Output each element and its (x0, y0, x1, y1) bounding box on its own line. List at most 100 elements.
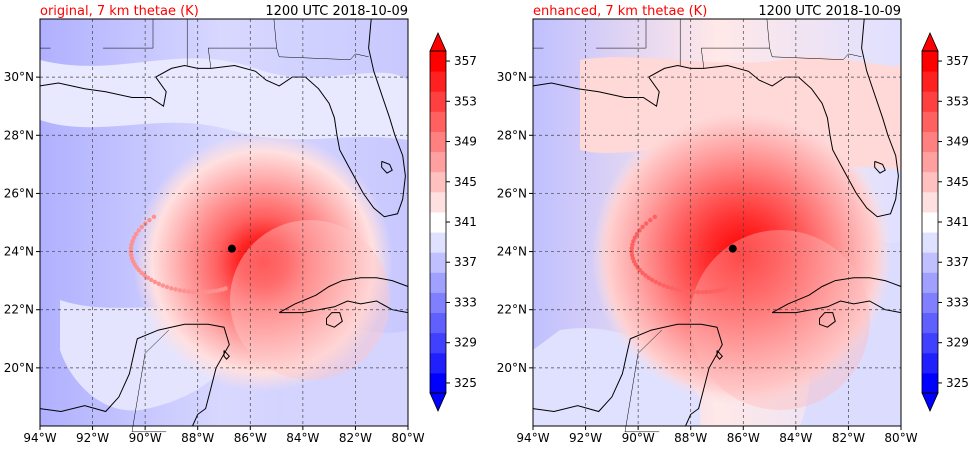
x-tick-label: 90°W (622, 431, 655, 445)
map-panel-enhanced: enhanced, 7 km thetae (K) 1200 UTC 2018-… (497, 4, 969, 445)
colorbar-tick-label: 345 (454, 175, 477, 189)
y-tick-label: 28°N (4, 128, 34, 142)
colorbar-segment (922, 131, 938, 153)
colorbar-segment (430, 312, 446, 334)
colorbar: 325 329 333 337 341 345 349 353 357 (429, 32, 477, 412)
colorbar-segment (430, 252, 446, 273)
colorbar-tick-label: 325 (454, 376, 477, 390)
x-tick-label: 90°W (129, 431, 162, 445)
colorbar: 325 329 333 337 341 345 349 353 357 (921, 32, 969, 412)
y-tick-label: 30°N (497, 70, 527, 84)
colorbar-extend-max (921, 32, 939, 52)
map-panel-original: original, 7 km thetae (K) 1200 UTC 2018-… (4, 4, 477, 445)
colorbar-segment (430, 272, 446, 293)
colorbar-segment (922, 51, 938, 72)
x-tick-label: 84°W (779, 431, 812, 445)
y-tick-label: 30°N (4, 70, 34, 84)
colorbar-segment (430, 171, 446, 193)
coastlines (532, 18, 902, 427)
y-tick-label: 24°N (497, 245, 527, 259)
x-tick-label: 88°W (181, 431, 214, 445)
colorbar-segment (430, 191, 446, 213)
colorbar-segment (430, 151, 446, 173)
y-tick-label: 20°N (497, 361, 527, 375)
panel-title: original, 7 km thetae (K) (40, 4, 199, 19)
y-tick-label: 20°N (4, 361, 34, 375)
colorbar-segment (430, 131, 446, 153)
map-field (40, 19, 408, 426)
colorbar-extend-min (921, 392, 939, 412)
y-tick-label: 28°N (497, 128, 527, 142)
colorbar-tick-label: 329 (946, 336, 969, 350)
colorbar-tick-label: 329 (454, 336, 477, 350)
colorbar-segment (430, 111, 446, 132)
colorbar-segment (430, 51, 446, 72)
colorbar-tick-label: 353 (946, 94, 969, 108)
x-tick-label: 86°W (727, 431, 760, 445)
state-borders (533, 18, 862, 433)
gridlines (533, 19, 901, 426)
colorbar-segment (922, 272, 938, 293)
x-tick-label: 92°W (569, 431, 602, 445)
colorbar-segment (430, 91, 446, 112)
colorbar-segment (430, 232, 446, 253)
colorbar-segment (922, 211, 938, 233)
colorbar-tick-label: 353 (454, 94, 477, 108)
colorbar-segment (922, 171, 938, 193)
x-tick-label: 82°W (832, 431, 865, 445)
x-tick-label: 86°W (234, 431, 267, 445)
y-tick-label: 22°N (497, 303, 527, 317)
panel-title: enhanced, 7 km thetae (K) (533, 4, 707, 19)
convective-cells (128, 214, 228, 295)
colorbar-tick-label: 349 (454, 135, 477, 149)
x-tick-label: 80°W (884, 431, 917, 445)
colorbar-segment (922, 91, 938, 112)
colorbar-tick-label: 325 (946, 376, 969, 390)
colorbar-segment (430, 71, 446, 92)
colorbar-tick-label: 357 (454, 54, 477, 68)
gridlines (40, 19, 408, 426)
colorbar-tick-label: 341 (454, 215, 477, 229)
storm-center-marker (728, 244, 737, 253)
x-tick-label: 80°W (391, 431, 424, 445)
state-borders (40, 18, 369, 433)
y-tick-label: 26°N (497, 186, 527, 200)
colorbar-segment (922, 332, 938, 354)
colorbar-tick-label: 333 (946, 295, 969, 309)
colorbar-segment (430, 292, 446, 314)
x-tick-label: 88°W (674, 431, 707, 445)
colorbar-segment (922, 352, 938, 374)
colorbar-segment (430, 332, 446, 354)
colorbar-segment (922, 71, 938, 92)
x-tick-label: 94°W (516, 431, 549, 445)
colorbar-tick-label: 349 (946, 135, 969, 149)
x-tick-label: 84°W (286, 431, 319, 445)
convective-cells (629, 214, 729, 295)
map-field (533, 19, 901, 426)
colorbar-segment (922, 191, 938, 213)
colorbar-segment (922, 252, 938, 273)
colorbar-segment (922, 111, 938, 132)
map-frame (532, 18, 902, 427)
colorbar-tick-label: 345 (946, 175, 969, 189)
panel-time: 1200 UTC 2018-10-09 (265, 4, 408, 19)
map-frame (39, 18, 409, 427)
colorbar-tick-label: 341 (946, 215, 969, 229)
colorbar-segment (922, 232, 938, 253)
colorbar-segment (430, 211, 446, 233)
colorbar-tick-label: 337 (946, 255, 969, 269)
colorbar-extend-min (429, 392, 447, 412)
x-tick-label: 92°W (76, 431, 109, 445)
y-tick-label: 26°N (4, 186, 34, 200)
storm-center-marker (227, 244, 236, 253)
colorbar-extend-max (429, 32, 447, 52)
colorbar-segment (922, 292, 938, 314)
colorbar-segment (922, 312, 938, 334)
colorbar-segment (430, 352, 446, 374)
coastlines (39, 18, 409, 427)
colorbar-tick-label: 337 (454, 255, 477, 269)
x-tick-label: 82°W (339, 431, 372, 445)
colorbar-tick-label: 357 (946, 54, 969, 68)
y-tick-label: 22°N (4, 303, 34, 317)
colorbar-segment (430, 372, 446, 394)
